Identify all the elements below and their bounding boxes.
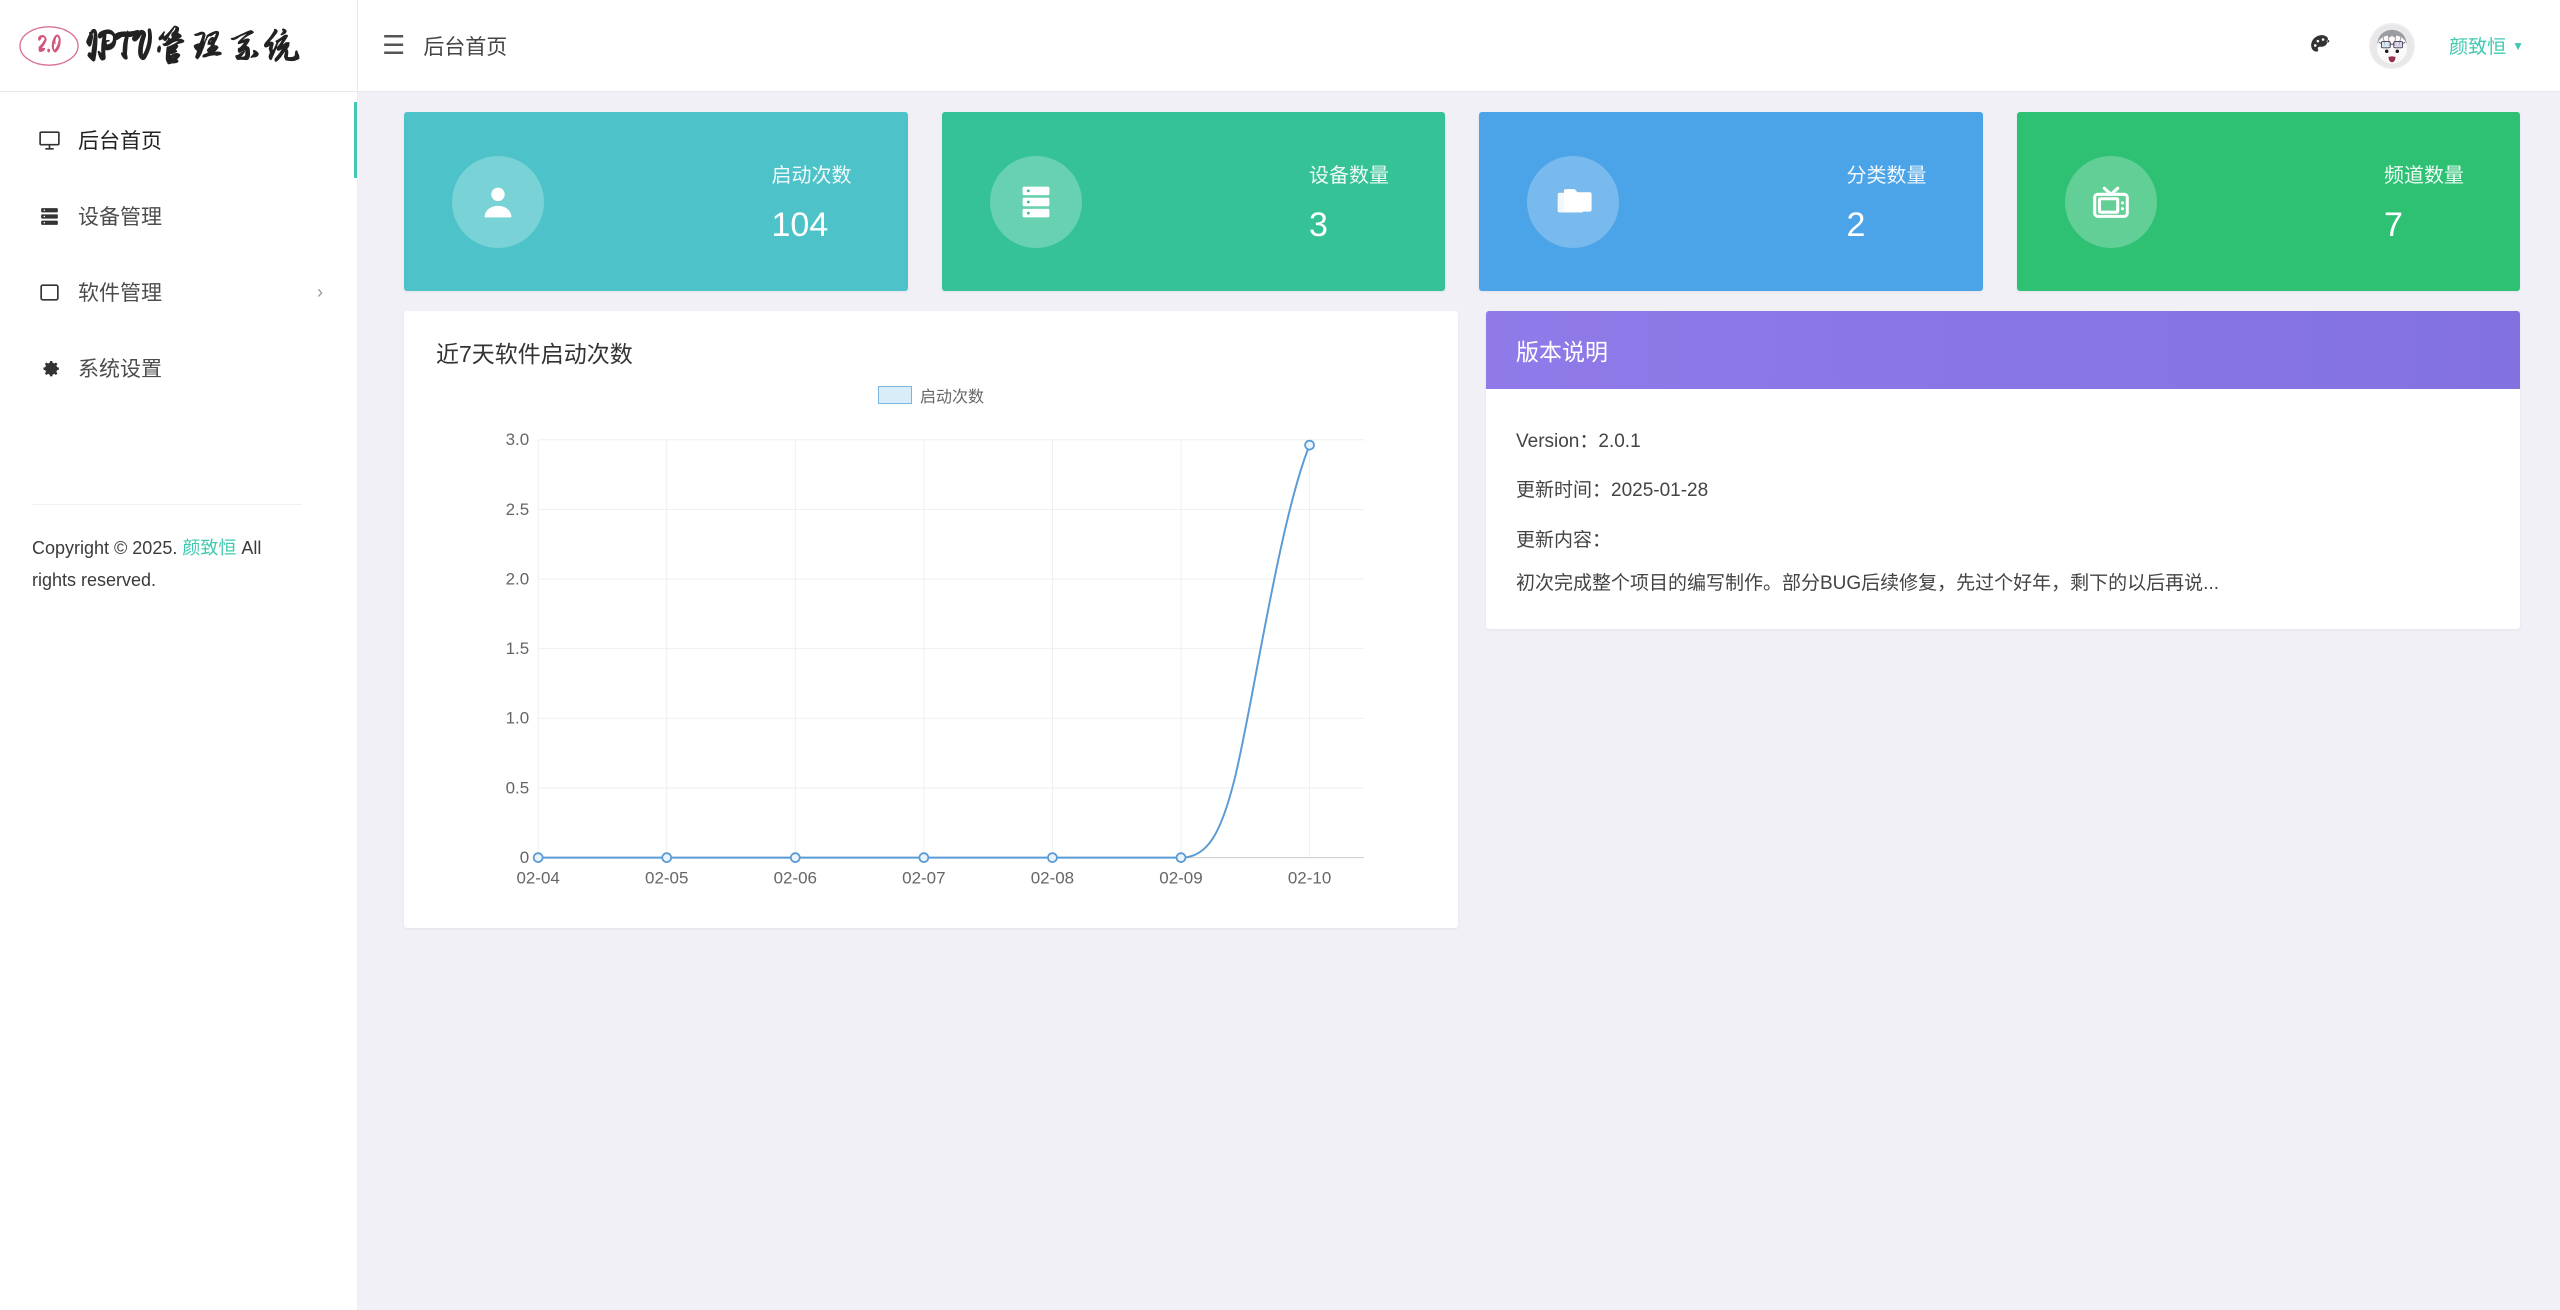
svg-text:02-09: 02-09: [1159, 869, 1202, 888]
svg-text:02-07: 02-07: [902, 869, 945, 888]
svg-text:02-06: 02-06: [774, 869, 817, 888]
svg-text:02-04: 02-04: [516, 869, 559, 888]
svg-text:02-10: 02-10: [1288, 869, 1331, 888]
svg-text:2.5: 2.5: [506, 500, 530, 519]
svg-text:0.5: 0.5: [506, 778, 530, 797]
svg-text:2.0: 2.0: [37, 31, 61, 56]
svg-text:3.0: 3.0: [506, 430, 530, 449]
svg-text:1.0: 1.0: [506, 709, 530, 728]
svg-text:1.5: 1.5: [506, 639, 530, 658]
svg-text:02-05: 02-05: [645, 869, 688, 888]
svg-text:2.0: 2.0: [506, 569, 530, 588]
svg-text:0: 0: [520, 848, 529, 867]
svg-text:02-08: 02-08: [1031, 869, 1074, 888]
